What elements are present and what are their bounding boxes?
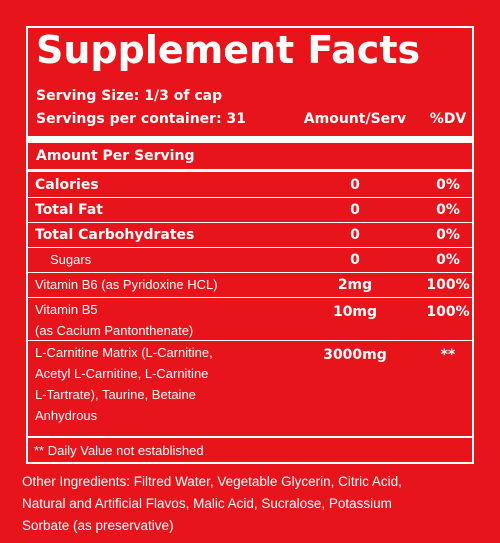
daily-value: ** (440, 347, 456, 363)
amount: 0 (350, 177, 360, 193)
nutrient-name: Total Carbohydrates (35, 227, 195, 243)
divider (28, 436, 472, 438)
column-header: Amount/Serv (303, 111, 407, 127)
other-ingredients-line: Sorbate (as preservative) (22, 518, 174, 533)
other-ingredients-line: Other Ingredients: Filtred Water, Vegeta… (22, 474, 402, 489)
footnote: ** Daily Value not established (34, 443, 204, 458)
nutrient-name: Calories (35, 177, 99, 193)
daily-value: 100% (426, 304, 470, 320)
daily-value: 0% (436, 227, 460, 243)
amount: 0 (350, 252, 360, 268)
amount: 3000mg (323, 347, 387, 363)
serving-size: Serving Size: 1/3 of cap (36, 88, 223, 104)
nutrient-name: L-Carnitine Matrix (L-Carnitine, (35, 345, 213, 360)
divider (28, 247, 472, 248)
nutrient-name: Vitamin B6 (as Pyridoxine HCL) (35, 277, 218, 292)
divider (28, 340, 472, 341)
amount: 10mg (332, 304, 378, 320)
divider (28, 297, 472, 298)
divider (28, 136, 472, 143)
section-heading: Amount Per Serving (36, 148, 195, 164)
daily-value: 100% (426, 277, 470, 293)
nutrient-name: Anhydrous (35, 408, 98, 423)
facts-box (26, 26, 474, 464)
amount: 0 (350, 202, 360, 218)
nutrient-name: Acetyl L-Carnitine, L-Carnitine (35, 366, 209, 381)
other-ingredients-line: Natural and Artificial Flavos, Malic Aci… (22, 496, 392, 511)
divider (28, 222, 472, 223)
daily-value: 0% (436, 177, 460, 193)
nutrient-name: (as Cacium Pantonthenate) (35, 323, 194, 338)
nutrient-name: L-Tartrate), Taurine, Betaine (35, 387, 196, 402)
divider (28, 272, 472, 273)
title: Supplement Facts (36, 28, 421, 72)
divider (28, 197, 472, 198)
divider (28, 169, 472, 172)
amount: 2mg (337, 277, 373, 293)
daily-value: 0% (436, 202, 460, 218)
column-header: %DV (429, 111, 467, 127)
amount: 0 (350, 227, 360, 243)
nutrient-name: Vitamin B5 (35, 302, 98, 317)
nutrient-name: Sugars (50, 252, 92, 267)
nutrient-name: Total Fat (35, 202, 104, 218)
servings-per-container: Servings per container: 31 (36, 111, 247, 127)
daily-value: 0% (436, 252, 460, 268)
